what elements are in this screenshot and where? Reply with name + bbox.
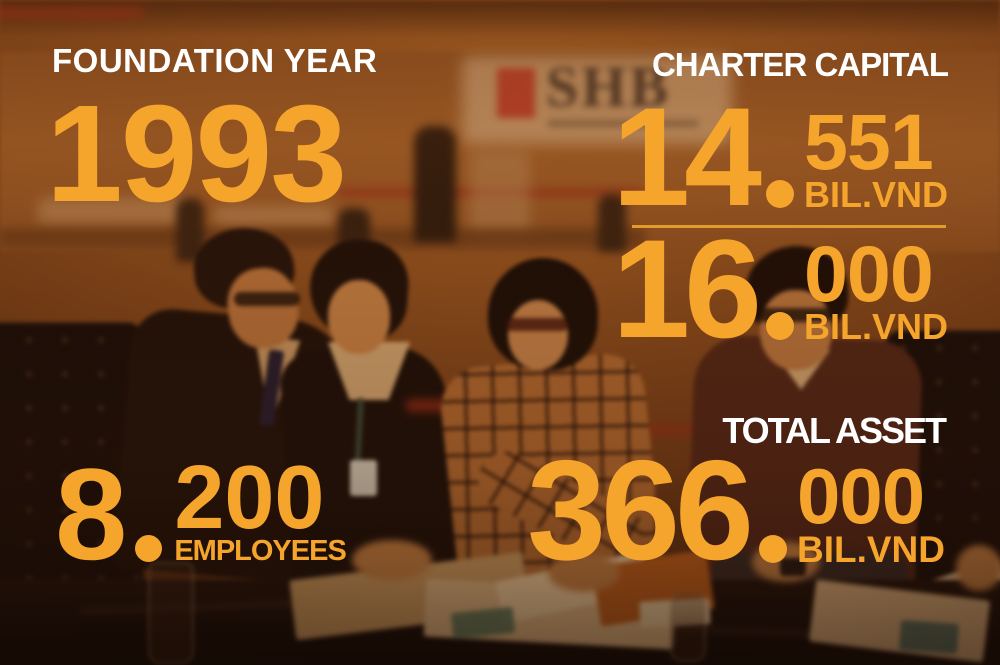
total-asset-fraction-stack: 000 BIL.VND <box>797 452 945 571</box>
decimal-dot-icon <box>766 312 794 341</box>
total-asset-label: TOTAL ASSET <box>722 410 947 451</box>
charter-capital-stat: CHARTER CAPITAL 14 551 BIL.VND <box>612 46 949 235</box>
employees-int: 8 <box>55 440 127 587</box>
foundation-year-value: 1993 <box>46 76 347 231</box>
charter-capital-unit: BIL.VND <box>804 173 948 215</box>
charter-capital-fraction-stack: 551 BIL.VND <box>804 97 948 215</box>
charter-capital-current-row: 14 551 BIL.VND <box>612 77 948 235</box>
charter-capital-second-fraction-stack: 000 BIL.VND <box>804 229 948 347</box>
total-asset-value-row: 366 000 BIL.VND <box>527 431 945 591</box>
total-asset-stat: TOTAL ASSET 366 000 BIL.VND <box>527 410 947 591</box>
charter-capital-second-unit: BIL.VND <box>804 305 948 347</box>
employees-fraction-stack: 200 EMPLOYEES <box>174 448 346 567</box>
charter-capital-label: CHARTER CAPITAL <box>651 46 949 83</box>
decimal-dot-icon <box>766 180 794 209</box>
charter-capital-fraction: 551 <box>804 97 934 187</box>
total-asset-int: 366 <box>527 431 754 591</box>
charter-capital-second-row: 16 000 BIL.VND <box>612 210 948 367</box>
charter-capital-second-stat: 16 000 BIL.VND <box>612 210 948 367</box>
total-asset-fraction: 000 <box>797 452 925 541</box>
charter-capital-divider <box>632 225 946 228</box>
charter-capital-int: 14 <box>612 77 762 235</box>
decimal-dot-icon <box>135 534 163 562</box>
foundation-year-stat: FOUNDATION YEAR 1993 <box>46 42 378 223</box>
total-asset-unit: BIL.VND <box>797 529 945 571</box>
charter-capital-second-fraction: 000 <box>804 229 934 319</box>
foundation-year-label: FOUNDATION YEAR <box>52 42 378 79</box>
employees-unit: EMPLOYEES <box>174 534 346 567</box>
foundation-year-value-row: 1993 <box>46 80 377 223</box>
employees-value-row: 8 200 EMPLOYEES <box>55 440 347 587</box>
charter-capital-second-int: 16 <box>612 210 762 367</box>
decimal-dot-icon <box>759 535 787 564</box>
employees-stat: 8 200 EMPLOYEES <box>55 440 347 587</box>
employees-fraction: 200 <box>174 448 325 548</box>
